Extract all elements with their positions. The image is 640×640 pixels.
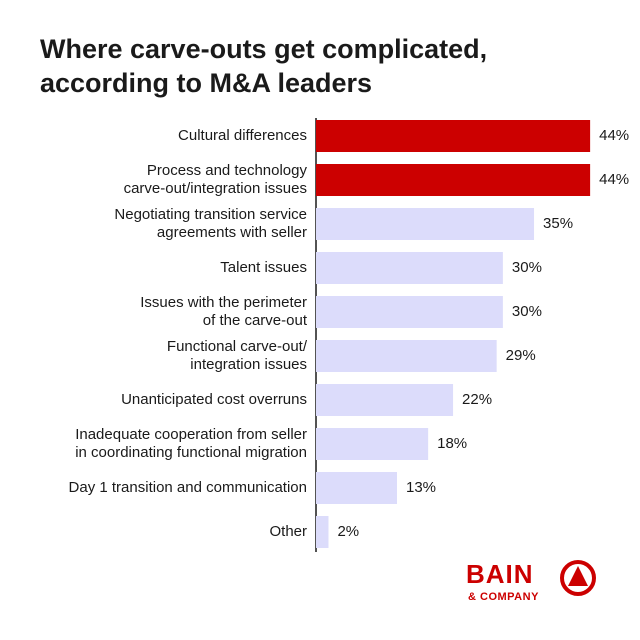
bar [316, 340, 497, 372]
value-label: 30% [512, 303, 542, 320]
bar [316, 428, 429, 460]
brand-name: BAIN [466, 559, 534, 589]
bar [316, 384, 454, 416]
value-label: 18% [437, 435, 467, 452]
logo-ring [560, 560, 596, 596]
bar [316, 472, 397, 504]
value-label: 35% [543, 215, 573, 232]
category-label: Unanticipated cost overruns [121, 391, 307, 408]
logo: BAIN & COMPANY [466, 559, 596, 603]
category-label: Functional carve-out/integration issues [167, 338, 308, 373]
bar [316, 252, 503, 284]
logo-mark [568, 566, 588, 586]
category-label: Process and technology carve-out/integrat… [124, 162, 308, 197]
brand-subtitle: & COMPANY [468, 591, 539, 603]
bar [316, 516, 329, 548]
value-label: 30% [512, 259, 542, 276]
bar [316, 164, 591, 196]
value-label: 44% [599, 171, 629, 188]
category-label: Issues with the perimeter of the carve-ou… [140, 294, 308, 329]
category-label: Inadequate cooperation from seller in coo… [75, 426, 307, 461]
category-label: Talent issues [220, 259, 307, 276]
category-label: Negotiating transition service agreements… [114, 206, 307, 241]
bar [316, 296, 503, 328]
category-label: Day 1 transition and communication [69, 479, 307, 496]
value-label: 22% [462, 391, 492, 408]
bar [316, 120, 591, 152]
value-label: 13% [406, 479, 436, 496]
value-label: 2% [337, 523, 359, 540]
bar [316, 208, 535, 240]
chart-title: Where carve-outs get complicated, accordi… [40, 34, 487, 98]
value-label: 44% [599, 127, 629, 144]
category-label: Cultural differences [178, 127, 307, 144]
category-label: Other [269, 523, 307, 540]
value-label: 29% [506, 347, 536, 364]
